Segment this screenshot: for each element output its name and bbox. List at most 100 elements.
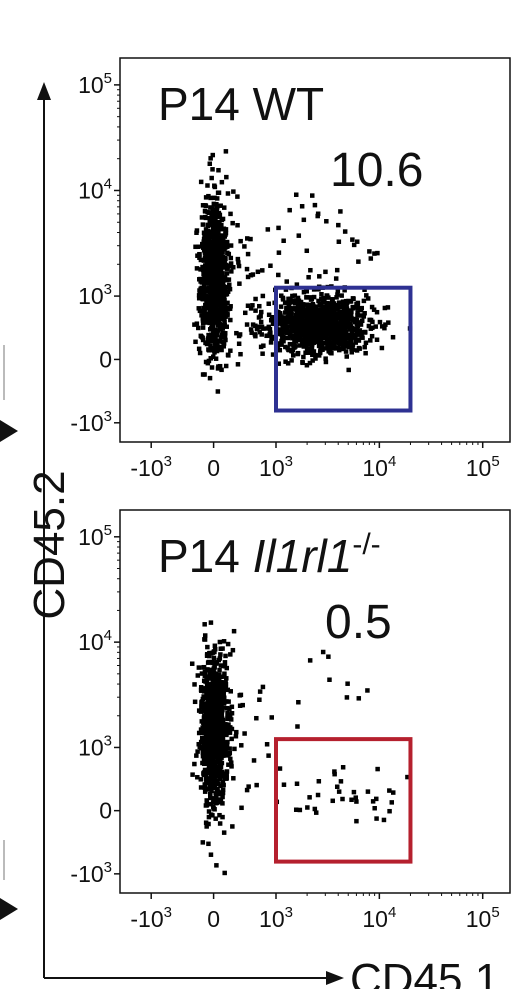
event-dot — [211, 223, 217, 228]
event-dot — [201, 678, 207, 684]
event-dot — [221, 238, 226, 243]
event-dot — [346, 311, 351, 317]
x-tick-label: 105 — [466, 453, 500, 481]
event-dot — [281, 334, 286, 340]
event-dot — [210, 244, 216, 249]
event-dot — [218, 241, 224, 246]
event-dot — [198, 777, 204, 782]
event-dot — [203, 772, 209, 778]
event-dot — [276, 225, 281, 231]
event-dot — [322, 336, 328, 341]
event-dot — [377, 319, 383, 325]
event-dot — [300, 360, 305, 366]
event-dot — [204, 701, 209, 706]
event-dot — [335, 305, 340, 311]
event-dot — [231, 264, 236, 270]
event-dot — [201, 703, 207, 708]
title-wt: WT — [253, 78, 325, 130]
event-dot — [248, 236, 253, 242]
event-dot — [202, 735, 208, 741]
event-dot — [212, 646, 218, 652]
event-dot — [224, 271, 230, 276]
event-dot — [215, 316, 221, 322]
event-dot — [315, 211, 321, 217]
event-dot — [205, 269, 210, 274]
event-dot — [336, 239, 342, 244]
event-dot — [216, 755, 222, 761]
event-dot — [219, 332, 225, 338]
event-dot — [313, 335, 319, 341]
left-edge-arrowhead-top — [0, 420, 18, 442]
event-dot — [259, 332, 264, 337]
population-host — [192, 149, 282, 394]
event-dot — [223, 232, 228, 237]
event-dot — [348, 338, 354, 344]
event-dot — [213, 816, 218, 821]
event-dot — [374, 337, 380, 342]
event-dot — [218, 791, 223, 797]
event-dot — [211, 779, 217, 784]
event-dot — [310, 350, 316, 356]
event-dot — [211, 312, 217, 317]
event-dot — [223, 727, 228, 732]
event-dot — [368, 326, 374, 331]
event-dot — [227, 706, 232, 712]
event-dot — [218, 709, 223, 714]
x-axis-arrowhead — [326, 971, 344, 985]
event-dot — [266, 301, 271, 306]
event-dot — [260, 684, 266, 690]
event-dot — [202, 263, 208, 268]
event-dot — [216, 210, 222, 216]
y-tick-label: 105 — [78, 522, 112, 550]
event-dot — [357, 346, 362, 351]
event-dot — [220, 325, 226, 331]
event-dot — [328, 340, 334, 346]
event-dot — [219, 712, 225, 717]
event-dot — [207, 274, 212, 280]
event-dot — [208, 266, 213, 271]
event-dot — [211, 348, 217, 353]
event-dot — [249, 330, 254, 335]
event-dot — [199, 719, 205, 724]
event-dot — [248, 306, 254, 311]
event-dot — [201, 239, 206, 244]
event-dot — [202, 669, 208, 675]
event-dot — [208, 801, 213, 807]
event-dot — [372, 805, 377, 811]
event-dot — [225, 641, 231, 647]
event-dot — [260, 351, 265, 356]
event-dot — [207, 161, 213, 167]
event-dot — [216, 293, 222, 299]
event-dot — [341, 340, 346, 345]
event-dot — [334, 316, 340, 321]
event-dot — [243, 310, 248, 316]
event-dot — [363, 350, 368, 356]
event-dot — [332, 771, 337, 777]
event-dot — [345, 681, 350, 686]
event-dot — [334, 323, 339, 329]
event-dot — [216, 768, 221, 773]
event-dot — [206, 193, 211, 199]
event-dot — [229, 736, 234, 742]
event-dot — [210, 761, 216, 767]
event-dot — [354, 799, 359, 804]
event-dot — [355, 310, 360, 316]
event-dot — [294, 781, 300, 786]
gate-percent-label: 0.5 — [325, 596, 392, 649]
event-dot — [282, 323, 288, 328]
event-dot — [323, 359, 329, 365]
event-dot — [208, 812, 214, 817]
event-dot — [212, 267, 218, 273]
event-dot — [248, 272, 254, 278]
event-dot — [210, 331, 216, 337]
event-dot — [222, 334, 228, 340]
event-dot — [226, 762, 231, 767]
event-dot — [208, 244, 213, 250]
event-dot — [217, 656, 223, 661]
event-dot — [217, 667, 222, 673]
event-dot — [316, 779, 322, 784]
event-dot — [365, 296, 371, 301]
event-dot — [213, 356, 219, 361]
